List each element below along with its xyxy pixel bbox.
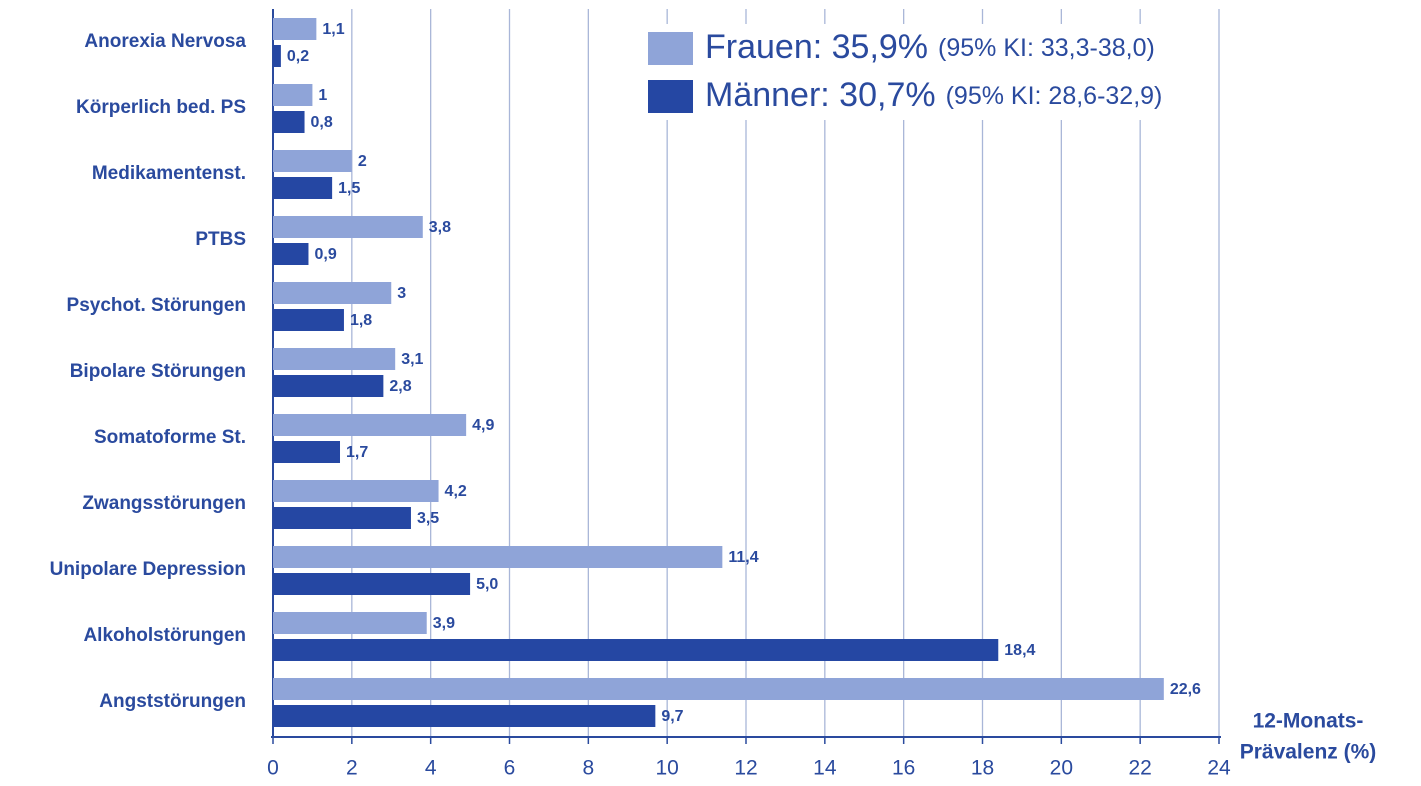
value-label: 18,4 bbox=[1004, 642, 1035, 659]
bar bbox=[273, 612, 427, 634]
value-label: 11,4 bbox=[728, 549, 758, 566]
x-axis-label: 12-Monats- bbox=[1253, 710, 1364, 733]
value-label: 4,9 bbox=[472, 417, 494, 434]
x-tick-label: 14 bbox=[813, 757, 837, 780]
bar bbox=[273, 282, 392, 304]
value-label: 2,8 bbox=[389, 378, 411, 395]
x-tick-label: 20 bbox=[1050, 757, 1073, 780]
x-tick-label: 6 bbox=[504, 757, 516, 780]
value-label: 3,1 bbox=[401, 351, 423, 368]
bar bbox=[273, 18, 317, 40]
value-label: 2 bbox=[358, 153, 367, 170]
legend-bg bbox=[640, 24, 1215, 120]
bar bbox=[273, 705, 656, 727]
y-tick-label: Angststörungen bbox=[99, 691, 246, 712]
y-tick-label: Alkoholstörungen bbox=[83, 625, 246, 646]
x-axis-label: Prävalenz (%) bbox=[1240, 741, 1377, 764]
x-tick-label: 8 bbox=[582, 757, 594, 780]
value-label: 9,7 bbox=[661, 708, 683, 725]
bar bbox=[273, 639, 999, 661]
bar bbox=[273, 414, 467, 436]
value-label: 22,6 bbox=[1170, 681, 1201, 698]
bar bbox=[273, 84, 313, 106]
x-tick-label: 0 bbox=[267, 757, 279, 780]
value-label: 3,8 bbox=[429, 219, 451, 236]
y-tick-label: Somatoforme St. bbox=[94, 427, 246, 448]
x-tick-label: 2 bbox=[346, 757, 358, 780]
y-tick-label: Medikamentenst. bbox=[92, 163, 246, 184]
bar bbox=[273, 507, 411, 529]
bar bbox=[273, 546, 723, 568]
bar bbox=[273, 177, 333, 199]
y-tick-label: Unipolare Depression bbox=[50, 559, 246, 580]
legend-note: (95% KI: 28,6-32,9) bbox=[946, 82, 1163, 110]
bar bbox=[273, 216, 423, 238]
legend-name: Frauen: 35,9% bbox=[705, 28, 928, 66]
bar bbox=[273, 480, 439, 502]
legend-name: Männer: 30,7% bbox=[705, 76, 936, 114]
x-tick-label: 18 bbox=[971, 757, 994, 780]
x-tick-label: 10 bbox=[655, 757, 678, 780]
value-label: 1,7 bbox=[346, 444, 368, 461]
value-label: 0,9 bbox=[314, 246, 336, 263]
legend-label: Männer: 30,7% (95% KI: 28,6-32,9) bbox=[705, 76, 1162, 114]
value-label: 1,5 bbox=[338, 180, 360, 197]
legend-swatch bbox=[648, 32, 693, 65]
legend-swatch bbox=[648, 80, 693, 113]
bar bbox=[273, 678, 1164, 700]
value-label: 1 bbox=[318, 87, 327, 104]
bar bbox=[273, 441, 341, 463]
x-tick-label: 12 bbox=[734, 757, 757, 780]
bar bbox=[273, 111, 305, 133]
bar bbox=[273, 45, 281, 67]
bar bbox=[273, 375, 384, 397]
value-label: 0,2 bbox=[287, 48, 309, 65]
x-tick-label: 24 bbox=[1207, 757, 1231, 780]
value-label: 3,5 bbox=[417, 510, 439, 527]
bar bbox=[273, 348, 396, 370]
x-tick-label: 22 bbox=[1128, 757, 1151, 780]
bar bbox=[273, 150, 352, 172]
y-tick-label: Psychot. Störungen bbox=[67, 295, 246, 316]
bar bbox=[273, 309, 344, 331]
x-tick-label: 4 bbox=[425, 757, 437, 780]
y-tick-label: Körperlich bed. PS bbox=[76, 97, 246, 118]
value-label: 4,2 bbox=[445, 483, 467, 500]
value-label: 5,0 bbox=[476, 576, 498, 593]
legend-label: Frauen: 35,9% (95% KI: 33,3-38,0) bbox=[705, 28, 1155, 66]
value-label: 0,8 bbox=[311, 114, 333, 131]
x-tick-label: 16 bbox=[892, 757, 915, 780]
bar bbox=[273, 573, 471, 595]
value-label: 1,1 bbox=[322, 21, 344, 38]
y-tick-label: Anorexia Nervosa bbox=[84, 31, 246, 52]
legend-note: (95% KI: 33,3-38,0) bbox=[938, 34, 1155, 62]
value-label: 1,8 bbox=[350, 312, 372, 329]
bar bbox=[273, 243, 309, 265]
value-label: 3,9 bbox=[433, 615, 455, 632]
y-tick-label: PTBS bbox=[195, 229, 246, 250]
value-label: 3 bbox=[397, 285, 406, 302]
y-tick-label: Zwangsstörungen bbox=[82, 493, 246, 514]
y-tick-label: Bipolare Störungen bbox=[70, 361, 246, 382]
